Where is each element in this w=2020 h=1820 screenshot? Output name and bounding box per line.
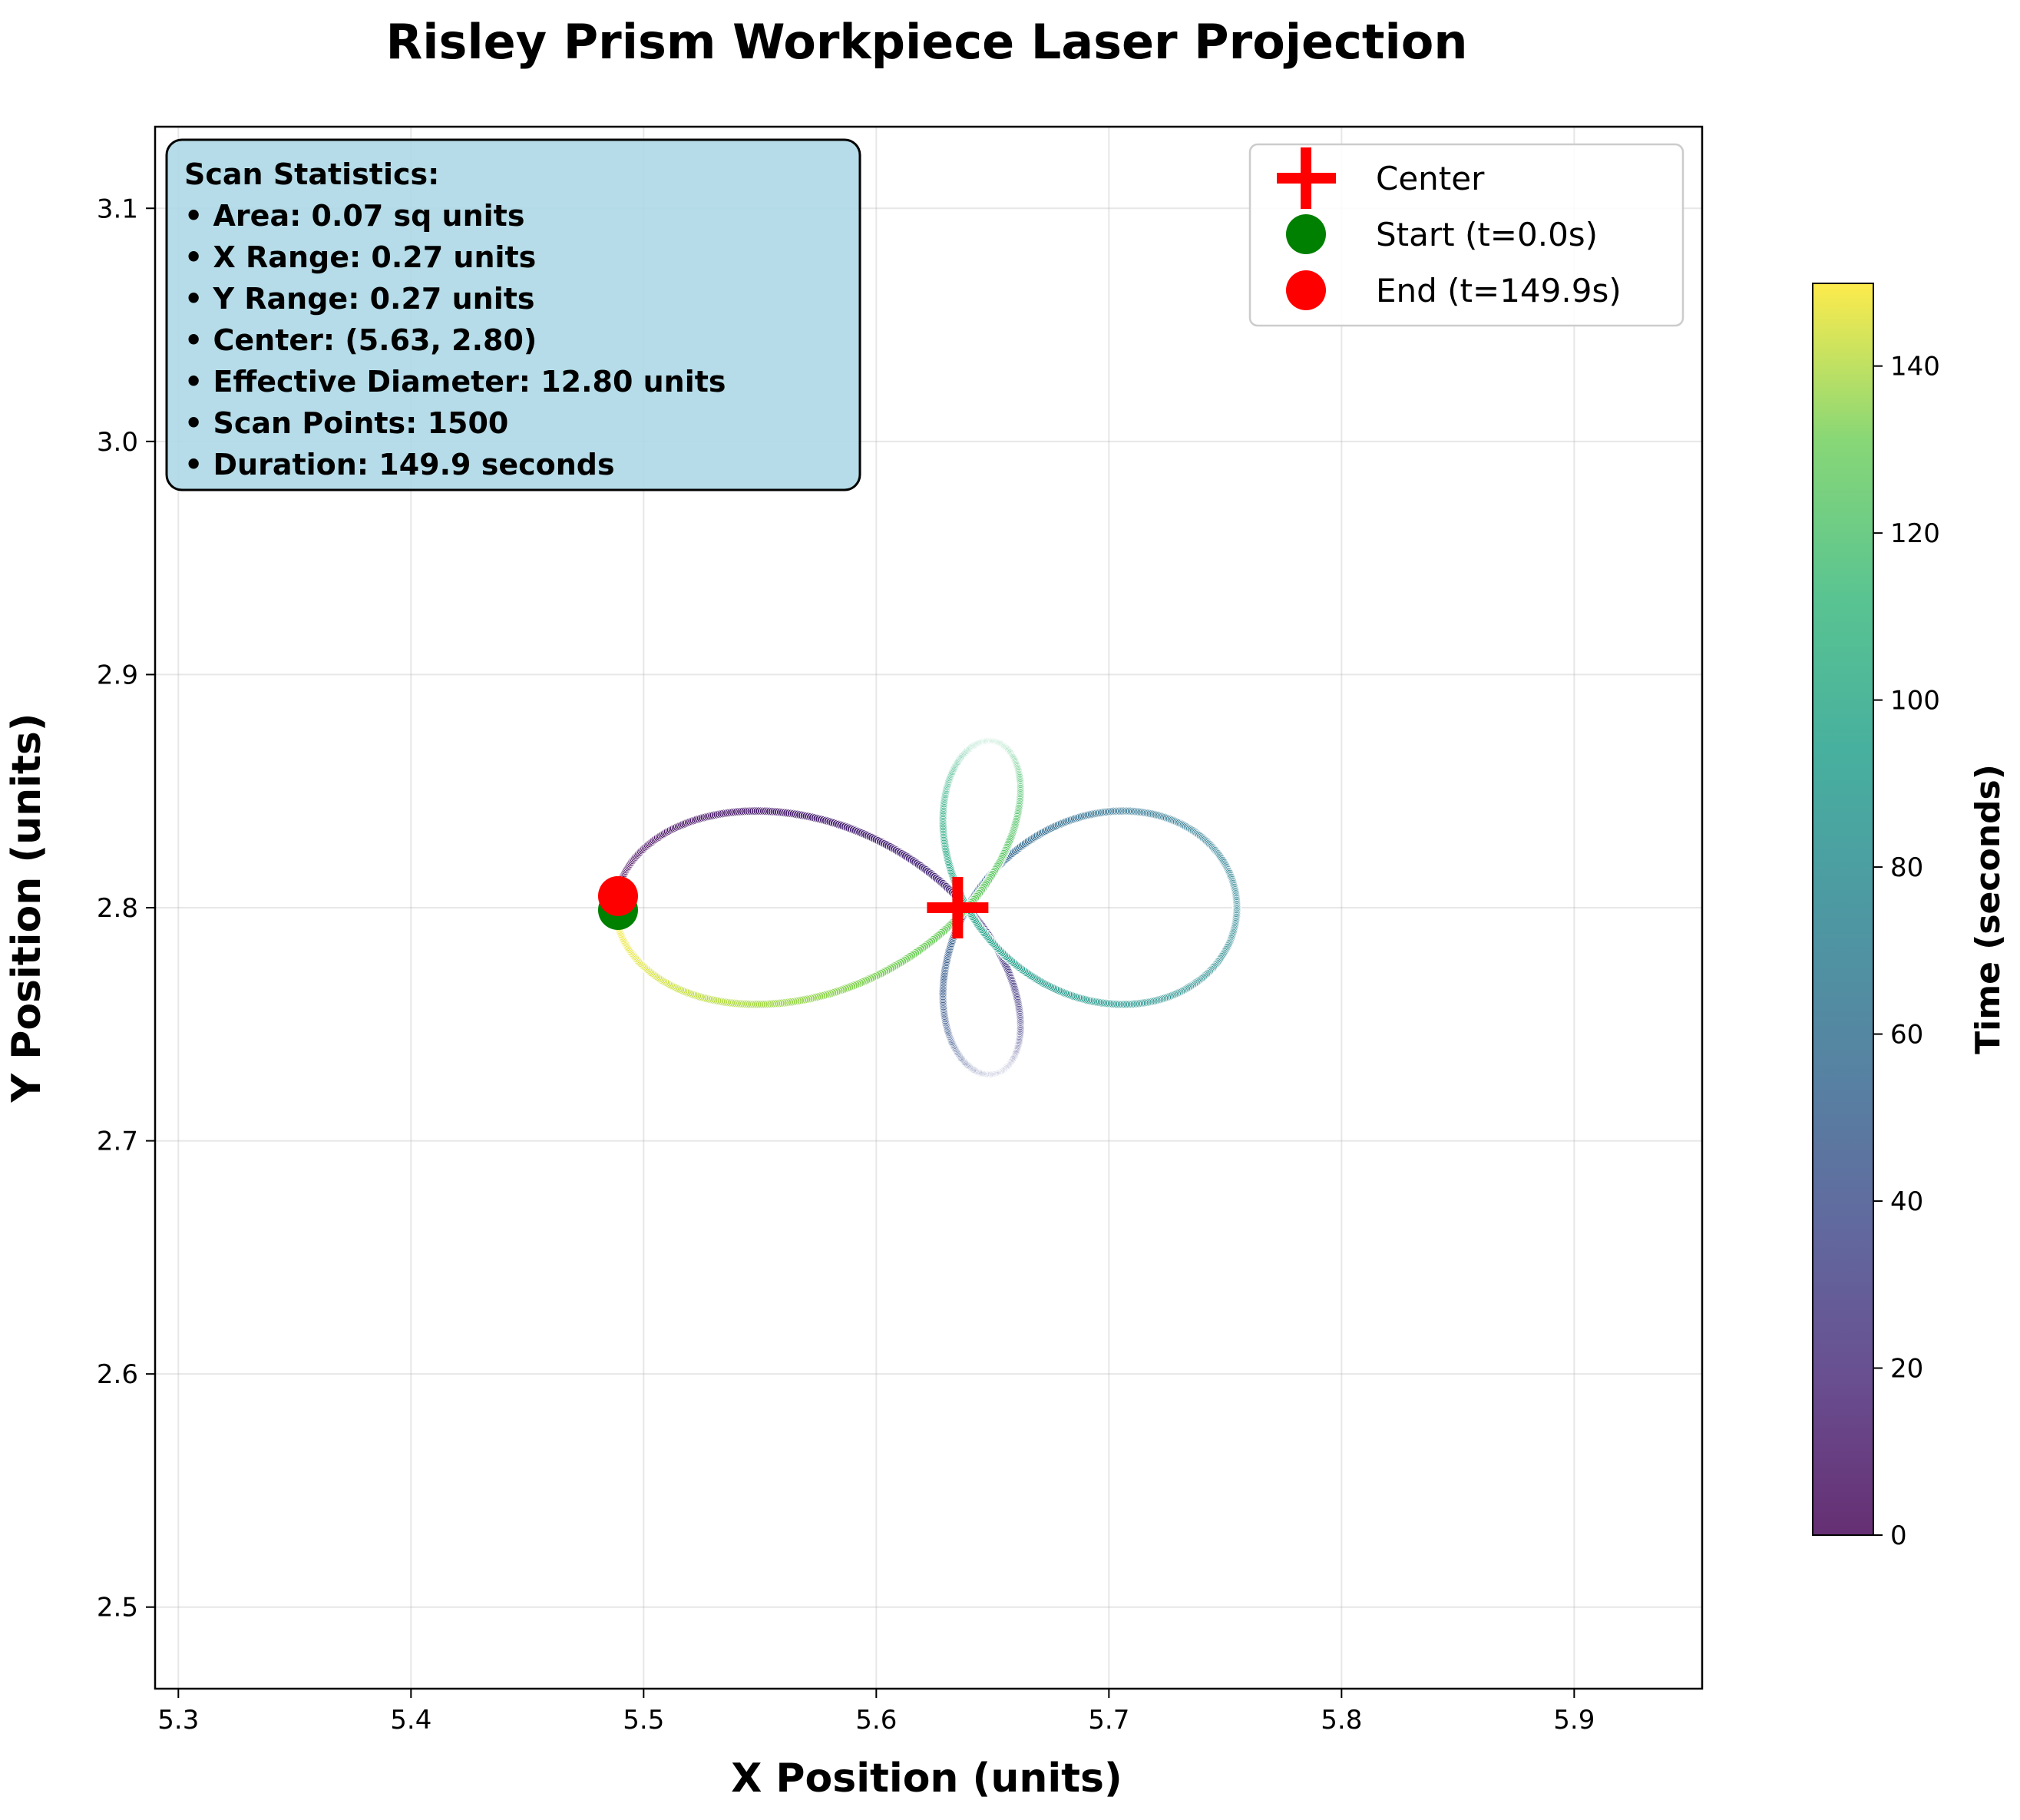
scan-statistics-line: • Y Range: 0.27 units	[184, 282, 535, 316]
legend-frame	[1248, 143, 1684, 327]
y-tick-label: 2.6	[97, 1359, 138, 1390]
x-tick-label: 5.8	[1321, 1705, 1362, 1736]
markers	[597, 875, 989, 938]
legend-label: Center	[1376, 160, 1485, 197]
x-axis-title: X Position (units)	[731, 1755, 1122, 1802]
legend-label: Start (t=0.0s)	[1376, 216, 1598, 253]
scan-statistics-box: Scan Statistics: • Area: 0.07 sq units • X…	[165, 138, 861, 491]
center-marker	[927, 877, 989, 938]
y-tick-label: 2.9	[97, 660, 138, 690]
y-axis-ticks: 2.5 2.6 2.7 2.8 2.9 3.0 3.1	[97, 194, 155, 1623]
y-axis-title: Y Position (units)	[4, 713, 50, 1103]
scan-statistics-line: • Duration: 149.9 seconds	[184, 448, 615, 481]
legend: Center Start (t=0.0s) End (t=149.9s)	[1248, 143, 1684, 327]
legend-item: Start (t=0.0s)	[1286, 214, 1598, 254]
colorbar-tick-label: 60	[1890, 1020, 1923, 1051]
scan-statistics-line: • Center: (5.63, 2.80)	[184, 323, 537, 357]
x-tick-label: 5.4	[390, 1705, 431, 1736]
y-tick-label: 3.1	[97, 194, 138, 224]
scan-statistics-line: • Scan Points: 1500	[184, 406, 508, 440]
scan-statistics-line: • Effective Diameter: 12.80 units	[184, 365, 726, 399]
colorbar-tick-label: 20	[1890, 1354, 1923, 1385]
y-tick-label: 2.5	[97, 1593, 138, 1623]
legend-circle-icon	[1286, 270, 1326, 310]
y-tick-label: 3.0	[97, 427, 138, 458]
legend-item: Center	[1277, 147, 1485, 209]
x-tick-label: 5.7	[1088, 1705, 1129, 1736]
x-tick-label: 5.9	[1553, 1705, 1595, 1736]
chart-title: Risley Prism Workpiece Laser Projection	[386, 14, 1468, 70]
y-tick-label: 2.7	[97, 1127, 138, 1157]
x-axis-ticks: 5.3 5.4 5.5 5.6 5.7 5.8 5.9	[157, 1689, 1595, 1736]
scan-statistics-line: • Area: 0.07 sq units	[184, 199, 524, 233]
colorbar-tick-label: 120	[1890, 518, 1940, 549]
colorbar-tick-label: 80	[1890, 852, 1923, 883]
scan-path	[611, 736, 1241, 1079]
colorbar: 0 20 40 60 80 100 120 140 Time (seconds)	[1812, 283, 2008, 1551]
x-tick-label: 5.6	[855, 1705, 897, 1736]
scan-statistics-background	[165, 138, 861, 491]
x-tick-label: 5.3	[157, 1705, 199, 1736]
legend-item: End (t=149.9s)	[1286, 270, 1622, 310]
y-tick-label: 2.8	[97, 893, 138, 924]
scan-statistics-line: • X Range: 0.27 units	[184, 240, 536, 274]
scan-statistics-text: Scan Statistics: • Area: 0.07 sq units • X…	[184, 157, 726, 481]
colorbar-gradient	[1812, 283, 1874, 1536]
colorbar-title: Time (seconds)	[1969, 764, 2008, 1054]
scan-statistics-line: Scan Statistics:	[184, 157, 439, 191]
end-marker	[597, 875, 638, 916]
legend-circle-icon	[1286, 214, 1326, 254]
colorbar-tick-label: 140	[1890, 352, 1940, 382]
x-tick-label: 5.5	[623, 1705, 664, 1736]
colorbar-tick-label: 0	[1890, 1521, 1907, 1551]
legend-label: End (t=149.9s)	[1376, 272, 1622, 309]
colorbar-tick-label: 100	[1890, 686, 1940, 716]
colorbar-tick-label: 40	[1890, 1186, 1923, 1217]
